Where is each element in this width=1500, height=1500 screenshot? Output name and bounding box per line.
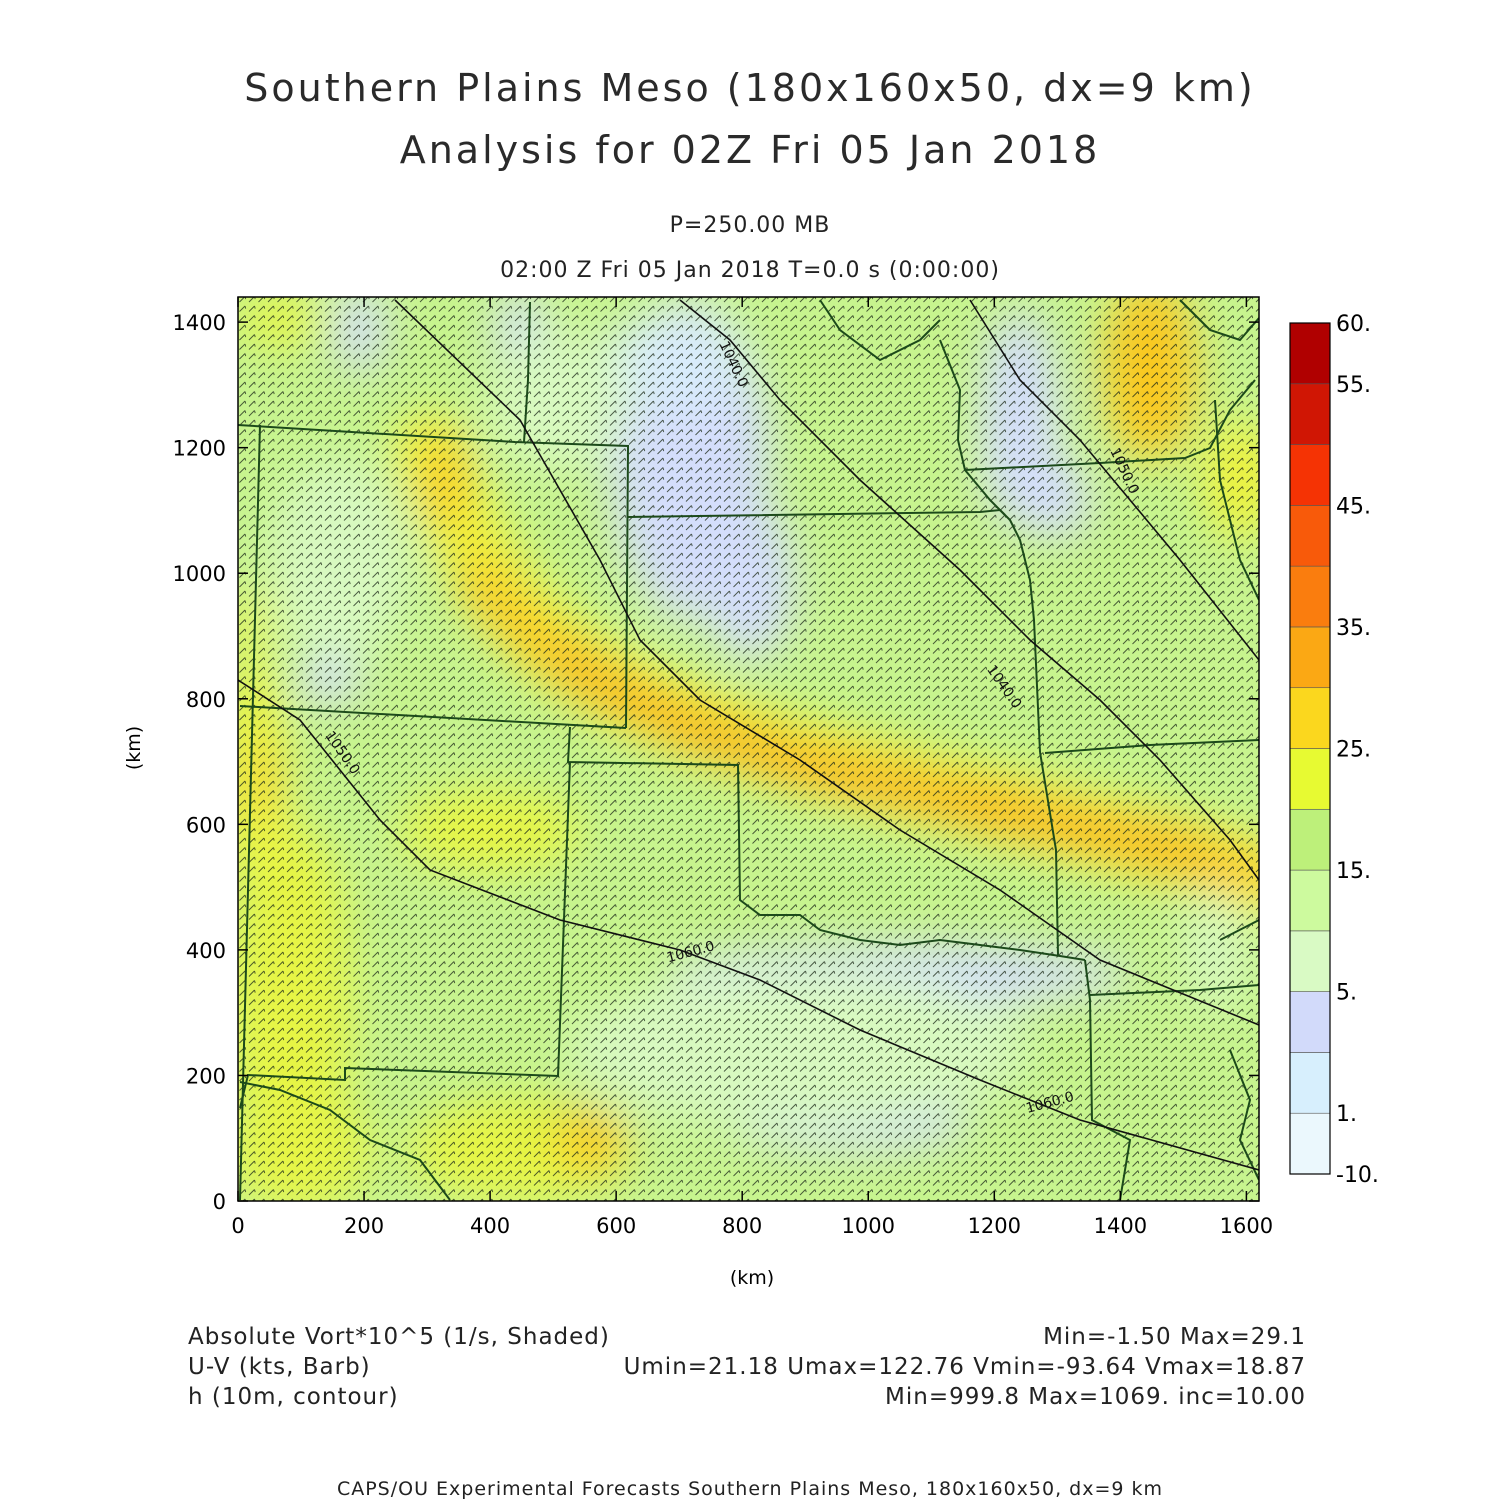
colorbar-segment [1289, 930, 1331, 992]
colorbar-label: 35. [1336, 616, 1371, 641]
colorbar-label: 45. [1336, 494, 1371, 519]
legend-field2: U-V (kts, Barb) [188, 1354, 371, 1380]
x-tick-label: 200 [344, 1214, 384, 1238]
colorbar-segment [1289, 1052, 1331, 1114]
colorbar-segment [1289, 505, 1331, 567]
y-tick-label: 400 [186, 939, 226, 963]
credit-line: CAPS/OU Experimental Forecasts Southern … [336, 1478, 1164, 1500]
colorbar-segment [1289, 444, 1331, 506]
x-tick-label: 800 [722, 1214, 762, 1238]
colorbar-segment [1289, 1112, 1331, 1175]
legend-field3-stats: Min=999.8 Max=1069. inc=10.00 [885, 1384, 1306, 1410]
x-tick-label: 600 [596, 1214, 636, 1238]
colorbar-segment [1289, 383, 1331, 445]
y-tick-label: 800 [186, 688, 226, 712]
x-axis: 0 200 400 600 800 1000 1200 1400 1600 [231, 297, 1273, 1238]
y-tick-label: 0 [213, 1190, 226, 1214]
legend-field1: Absolute Vort*10^5 (1/s, Shaded) [188, 1324, 610, 1350]
colorbar-segment [1289, 991, 1331, 1053]
colorbar-segment [1289, 869, 1331, 932]
valid-time: 02:00 Z Fri 05 Jan 2018 T=0.0 s (0:00:00… [500, 258, 1000, 283]
x-tick-label: 1400 [1094, 1214, 1147, 1238]
legend-field3: h (10m, contour) [188, 1384, 399, 1410]
colorbar-segment [1289, 808, 1331, 871]
colorbar-label: 1. [1336, 1102, 1357, 1127]
plot-frame [237, 296, 1260, 1202]
colorbar-label: 25. [1336, 738, 1371, 763]
x-tick-label: 1200 [968, 1214, 1021, 1238]
x-tick-label: 1600 [1220, 1214, 1273, 1238]
colorbar-segment [1289, 565, 1331, 628]
x-tick-label: 400 [470, 1214, 510, 1238]
y-tick-label: 200 [186, 1064, 226, 1088]
y-tick-label: 1400 [173, 311, 226, 335]
colorbar-frame [1289, 322, 1331, 1175]
colorbar: 60. 55. 45. 35. 25. 15. 5. 1. -10. [1289, 312, 1379, 1188]
colorbar-label: -10. [1336, 1163, 1379, 1188]
colorbar-label: 5. [1336, 981, 1357, 1006]
state-borders [238, 299, 1259, 1201]
colorbar-segment [1289, 322, 1331, 385]
y-tick-label: 600 [186, 813, 226, 837]
x-tick-label: 0 [231, 1214, 244, 1238]
y-tick-label: 1200 [173, 437, 226, 461]
colorbar-label: 60. [1336, 312, 1371, 337]
y-axis: 0 200 400 600 800 1000 1200 1400 [173, 311, 1259, 1214]
legend-field2-stats: Umin=21.18 Umax=122.76 Vmin=-93.64 Vmax=… [623, 1354, 1306, 1380]
colorbar-segment [1289, 687, 1331, 749]
vorticity-shading [238, 297, 1259, 1201]
legend-field1-stats: Min=-1.50 Max=29.1 [1043, 1324, 1306, 1350]
colorbar-label: 15. [1336, 859, 1371, 884]
map-subtitle: Analysis for 02Z Fri 05 Jan 2018 [399, 128, 1101, 172]
colorbar-segment [1289, 626, 1331, 689]
x-tick-label: 1000 [842, 1214, 895, 1238]
pressure-level: P=250.00 MB [669, 213, 831, 238]
colorbar-label: 55. [1336, 373, 1371, 398]
colorbar-segment [1289, 748, 1331, 810]
x-axis-label: (km) [730, 1267, 774, 1289]
map-title: Southern Plains Meso (180x160x50, dx=9 k… [244, 66, 1256, 110]
y-axis-label: (km) [123, 726, 145, 770]
height-contours [238, 299, 1259, 1171]
y-tick-label: 1000 [173, 562, 226, 586]
